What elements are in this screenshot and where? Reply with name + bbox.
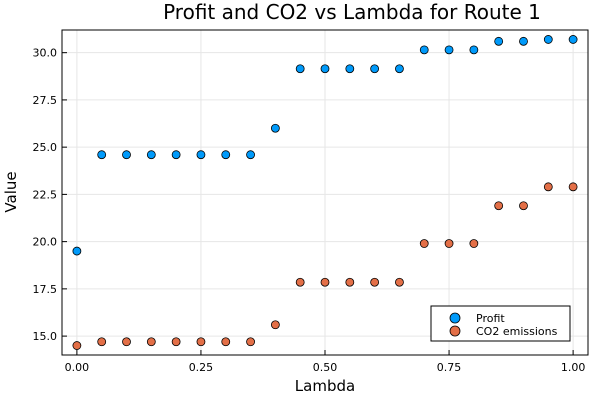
profit-point (519, 36, 528, 46)
co2-point (568, 182, 578, 192)
co2-point (469, 239, 479, 248)
profit-point (469, 45, 479, 55)
profit-point (97, 150, 107, 160)
profit-point (122, 150, 131, 160)
co2-point (270, 320, 280, 330)
legend-label-co2: CO2 emissions (476, 325, 558, 338)
profit-point (444, 45, 454, 55)
co2-point (246, 337, 255, 347)
profit-point (395, 64, 404, 74)
x-tick-label: 0.00 (65, 361, 90, 374)
profit-point (320, 64, 330, 74)
x-tick-label: 0.75 (437, 361, 462, 374)
co2-point (171, 337, 181, 347)
y-tick-label: 22.5 (33, 188, 58, 201)
co2-point (146, 337, 156, 347)
chart-title: Profit and CO2 vs Lambda for Route 1 (163, 0, 541, 24)
profit-point (72, 246, 82, 256)
co2-point (97, 337, 107, 347)
co2-point (196, 337, 206, 347)
legend: Profit CO2 emissions (430, 305, 571, 342)
co2-point (444, 239, 454, 248)
y-tick-label: 30.0 (33, 47, 58, 60)
co2-point (221, 337, 231, 347)
profit-point (270, 123, 280, 133)
co2-point (395, 277, 404, 287)
profit-point (568, 35, 578, 44)
legend-marker-profit (449, 312, 461, 324)
profit-point (246, 150, 255, 160)
profit-point (221, 150, 231, 160)
profit-point (171, 150, 181, 160)
y-axis-label: Value (2, 171, 20, 212)
x-tick-label: 0.50 (313, 361, 338, 374)
co2-point (519, 201, 528, 211)
profit-point (419, 45, 429, 55)
x-tick-label: 0.25 (189, 361, 214, 374)
profit-point (146, 150, 156, 160)
y-tick-label: 25.0 (33, 141, 58, 154)
data-points (72, 35, 578, 350)
axis-ticks: 0.00 0.25 0.50 0.75 1.00 15.0 17.5 20.0 22.5 25.0… (33, 47, 586, 374)
y-tick-label: 20.0 (33, 236, 58, 249)
profit-point (196, 150, 206, 160)
co2-point (295, 277, 305, 287)
co2-point (122, 337, 131, 347)
grid (62, 30, 588, 355)
y-tick-label: 27.5 (33, 94, 58, 107)
co2-point (419, 239, 429, 248)
x-tick-label: 1.00 (561, 361, 586, 374)
legend-label-profit: Profit (476, 312, 505, 325)
co2-point (370, 277, 380, 287)
co2-point (543, 182, 553, 192)
co2-point (320, 277, 330, 287)
co2-point (345, 277, 355, 287)
profit-point (543, 35, 553, 44)
y-tick-label: 15.0 (33, 330, 58, 343)
co2-point (494, 201, 504, 211)
profit-point (494, 36, 504, 46)
profit-point (345, 64, 355, 74)
x-axis-label: Lambda (295, 377, 355, 395)
legend-marker-co2 (449, 325, 461, 337)
y-tick-label: 17.5 (33, 283, 58, 296)
profit-point (370, 64, 380, 74)
co2-point (72, 341, 82, 350)
profit-point (295, 64, 305, 74)
